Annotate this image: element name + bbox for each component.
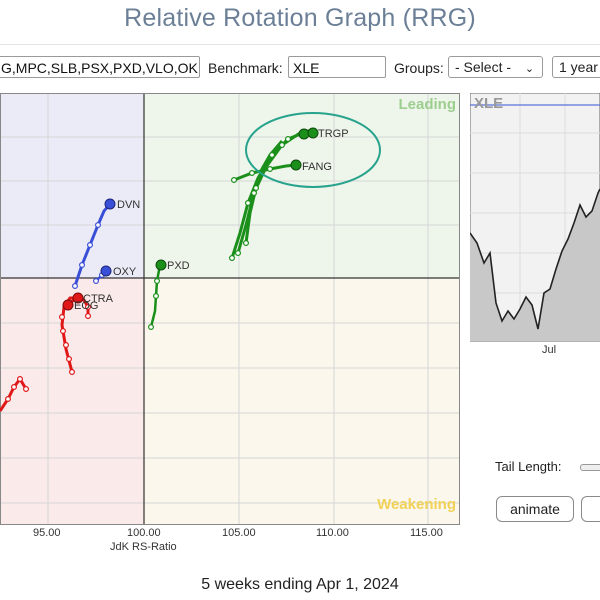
x-tick-100: 100.00 (127, 527, 161, 539)
groups-label: Groups: (394, 60, 444, 76)
x-tick-115: 115.00 (410, 527, 443, 539)
mini-chart-line (470, 188, 600, 330)
quadrant-improving (0, 93, 144, 278)
highlight-ellipse (245, 112, 381, 188)
head-marker-oxy[interactable] (100, 265, 112, 277)
mini-chart-x-tick-jul: Jul (542, 344, 556, 356)
benchmark-mini-chart[interactable]: XLE Jul (470, 93, 600, 358)
ticker-label-fang: FANG (302, 161, 332, 173)
quadrant-label-weakening: Weakening (377, 496, 456, 513)
toolbar: G,MPC,SLB,PSX,PXD,VLO,OK Benchmark: XLE … (0, 56, 600, 82)
x-axis: 95.00 100.00 105.00 110.00 115.00 JdK RS… (0, 527, 470, 557)
x-tick-95: 95.00 (33, 527, 61, 539)
ticker-label-eog: EOG (74, 300, 98, 312)
benchmark-label: Benchmark: (208, 60, 283, 76)
mini-chart-area (470, 189, 600, 341)
symbols-input[interactable]: G,MPC,SLB,PSX,PXD,VLO,OK (0, 56, 200, 78)
tail-dots (4, 135, 292, 403)
ticker-label-dvn: DVN (117, 199, 140, 211)
period-select-value: 1 year (559, 59, 598, 75)
quadrant-weakening (144, 278, 460, 524)
title-divider (0, 44, 600, 45)
tail-length-label: Tail Length: (495, 459, 562, 474)
page-title: Relative Rotation Graph (RRG) (124, 4, 476, 32)
x-tick-105: 105.00 (222, 527, 256, 539)
gridlines (0, 93, 460, 524)
groups-select[interactable]: - Select - ⌄ (448, 56, 543, 78)
head-marker-mpc[interactable] (298, 128, 310, 140)
ticker-label-pxd: PXD (167, 260, 190, 272)
footer-date-range: 5 weeks ending Apr 1, 2024 (201, 576, 399, 593)
next-button[interactable] (581, 496, 600, 522)
groups-select-value: - Select - (455, 59, 512, 75)
benchmark-input[interactable]: XLE (288, 56, 386, 78)
ticker-label-trgp: TRGP (318, 128, 349, 140)
ticker-label-ctra: CTRA (83, 293, 114, 305)
x-axis-label: JdK RS-Ratio (110, 541, 177, 553)
tail-length-slider[interactable] (580, 464, 600, 471)
mini-chart-symbol: XLE (474, 95, 503, 112)
period-select[interactable]: 1 year (552, 56, 600, 78)
x-tick-110: 110.00 (316, 527, 349, 539)
head-marker-fang[interactable] (290, 159, 302, 171)
head-marker-pxd[interactable] (155, 259, 167, 271)
chart-border (0, 93, 460, 525)
head-marker-trgp[interactable] (307, 127, 319, 139)
tail-dvn (73, 203, 112, 287)
quadrant-leading (144, 93, 460, 278)
head-marker-eog[interactable] (62, 299, 74, 311)
chevron-down-icon: ⌄ (524, 63, 535, 75)
quadrant-lagging (0, 278, 144, 524)
quadrant-label-leading: Leading (398, 96, 456, 113)
rrg-chart[interactable]: Leading Weakening (0, 93, 462, 525)
animate-button[interactable]: animate (496, 496, 574, 522)
head-marker-ctra[interactable] (72, 292, 84, 304)
ticker-label-oxy: OXY (113, 266, 137, 278)
head-marker-dvn[interactable] (104, 198, 116, 210)
